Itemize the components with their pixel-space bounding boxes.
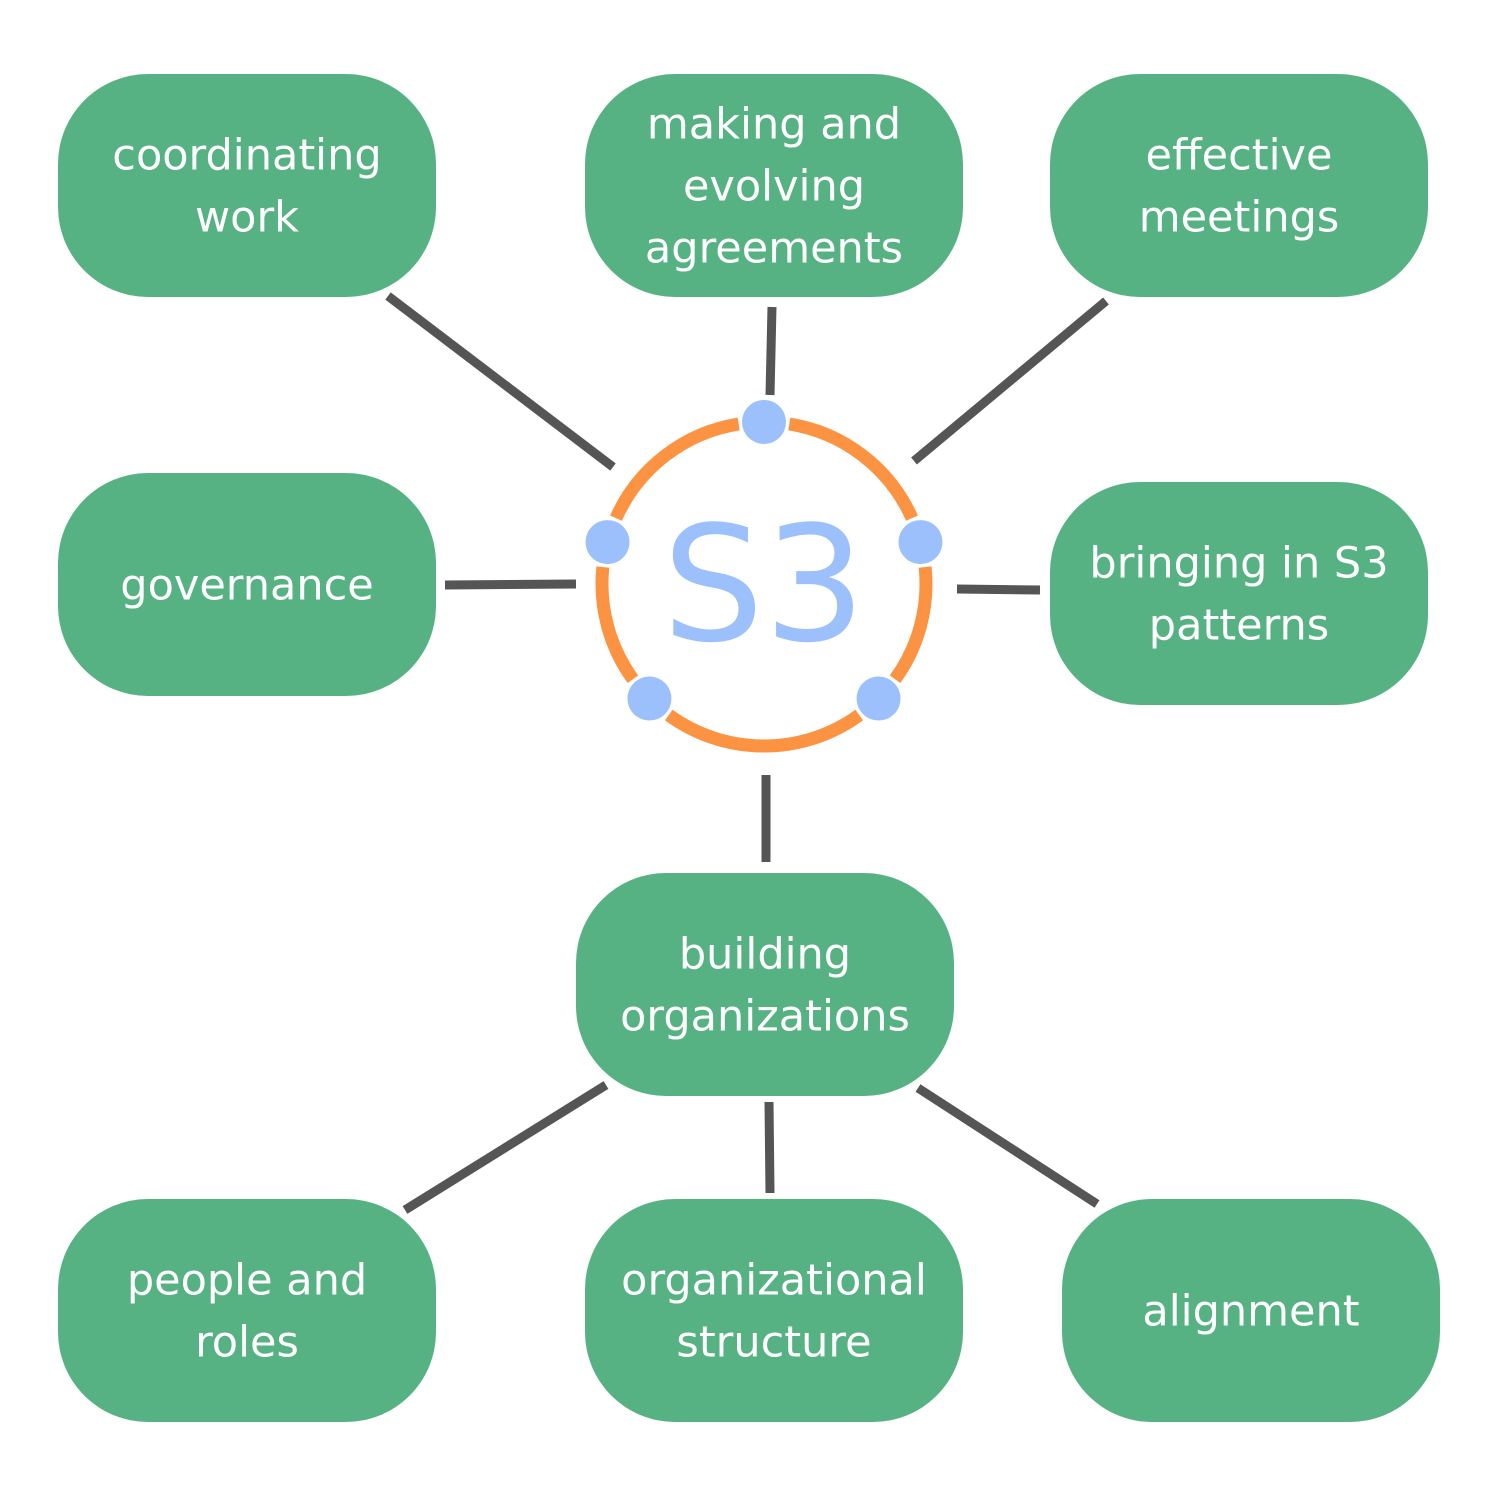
node-people-and-roles: people and roles xyxy=(58,1199,436,1422)
node-label-line: agreements xyxy=(645,224,903,274)
ring-arc xyxy=(595,566,639,684)
node-label-line: bringing in S3 xyxy=(1089,539,1388,589)
connector-line-people-and-roles xyxy=(402,1081,609,1214)
node-label-line: structure xyxy=(676,1318,871,1368)
ring-arc xyxy=(788,417,918,521)
node-box xyxy=(585,74,963,297)
connector-line-bringing-in-s3-patterns xyxy=(956,584,1041,595)
node-box xyxy=(58,1199,436,1422)
ring-dot xyxy=(627,676,672,721)
node-making-and-evolving-agreements: making and evolving agreements xyxy=(585,74,963,297)
connectors xyxy=(385,292,1109,1214)
node-label-line: effective xyxy=(1146,131,1333,181)
node-label-line: people and xyxy=(127,1256,367,1306)
center-label: S3 xyxy=(662,491,865,678)
node-box xyxy=(58,74,436,297)
connector-line-coordinating-work xyxy=(385,292,616,471)
node-box xyxy=(58,473,436,696)
s3-center-logo: S3 xyxy=(585,400,943,753)
node-alignment: alignment xyxy=(1062,1199,1440,1422)
ring-dot xyxy=(898,520,943,565)
node-label-line: alignment xyxy=(1142,1287,1359,1337)
ring-arc xyxy=(664,709,864,753)
node-bringing-in-s3-patterns: bringing in S3 patterns xyxy=(1050,482,1428,705)
node-label-line: meetings xyxy=(1139,193,1340,243)
node-label-line: work xyxy=(195,193,299,243)
node-label-line: patterns xyxy=(1149,601,1329,651)
connector-line-alignment xyxy=(915,1084,1100,1208)
ring-dot xyxy=(856,676,901,721)
node-coordinating-work: coordinating work xyxy=(58,74,436,297)
node-label-line: evolving xyxy=(683,162,865,212)
node-building-organizations: building organizations xyxy=(576,873,954,1096)
node-label-line: roles xyxy=(195,1318,299,1368)
node-box xyxy=(585,1199,963,1422)
node-effective-meetings: effective meetings xyxy=(1050,74,1428,297)
connector-line-organizational-structure xyxy=(764,1101,775,1194)
node-organizational-structure: organizational structure xyxy=(585,1199,963,1422)
ring-arc xyxy=(610,417,740,521)
node-box xyxy=(1050,74,1428,297)
ring-arc xyxy=(889,566,933,684)
node-label-line: building xyxy=(679,930,851,980)
node-label-line: making and xyxy=(647,100,901,150)
node-box xyxy=(1050,482,1428,705)
topic-nodes: coordinating work making and evolving agreem… xyxy=(58,74,1440,1422)
node-box xyxy=(576,873,954,1096)
ring-dot xyxy=(742,400,786,444)
ring-dot xyxy=(585,520,630,565)
node-label-line: coordinating xyxy=(112,131,381,181)
connector-line-effective-meetings xyxy=(911,297,1109,465)
node-governance: governance xyxy=(58,473,436,696)
node-label-line: organizational xyxy=(621,1256,927,1306)
connector-line-governance xyxy=(444,579,577,590)
node-box xyxy=(1062,1199,1440,1422)
node-label-line: governance xyxy=(120,561,373,611)
connector-line-making-and-evolving-agreements xyxy=(765,306,777,396)
node-label-line: organizations xyxy=(620,992,910,1042)
